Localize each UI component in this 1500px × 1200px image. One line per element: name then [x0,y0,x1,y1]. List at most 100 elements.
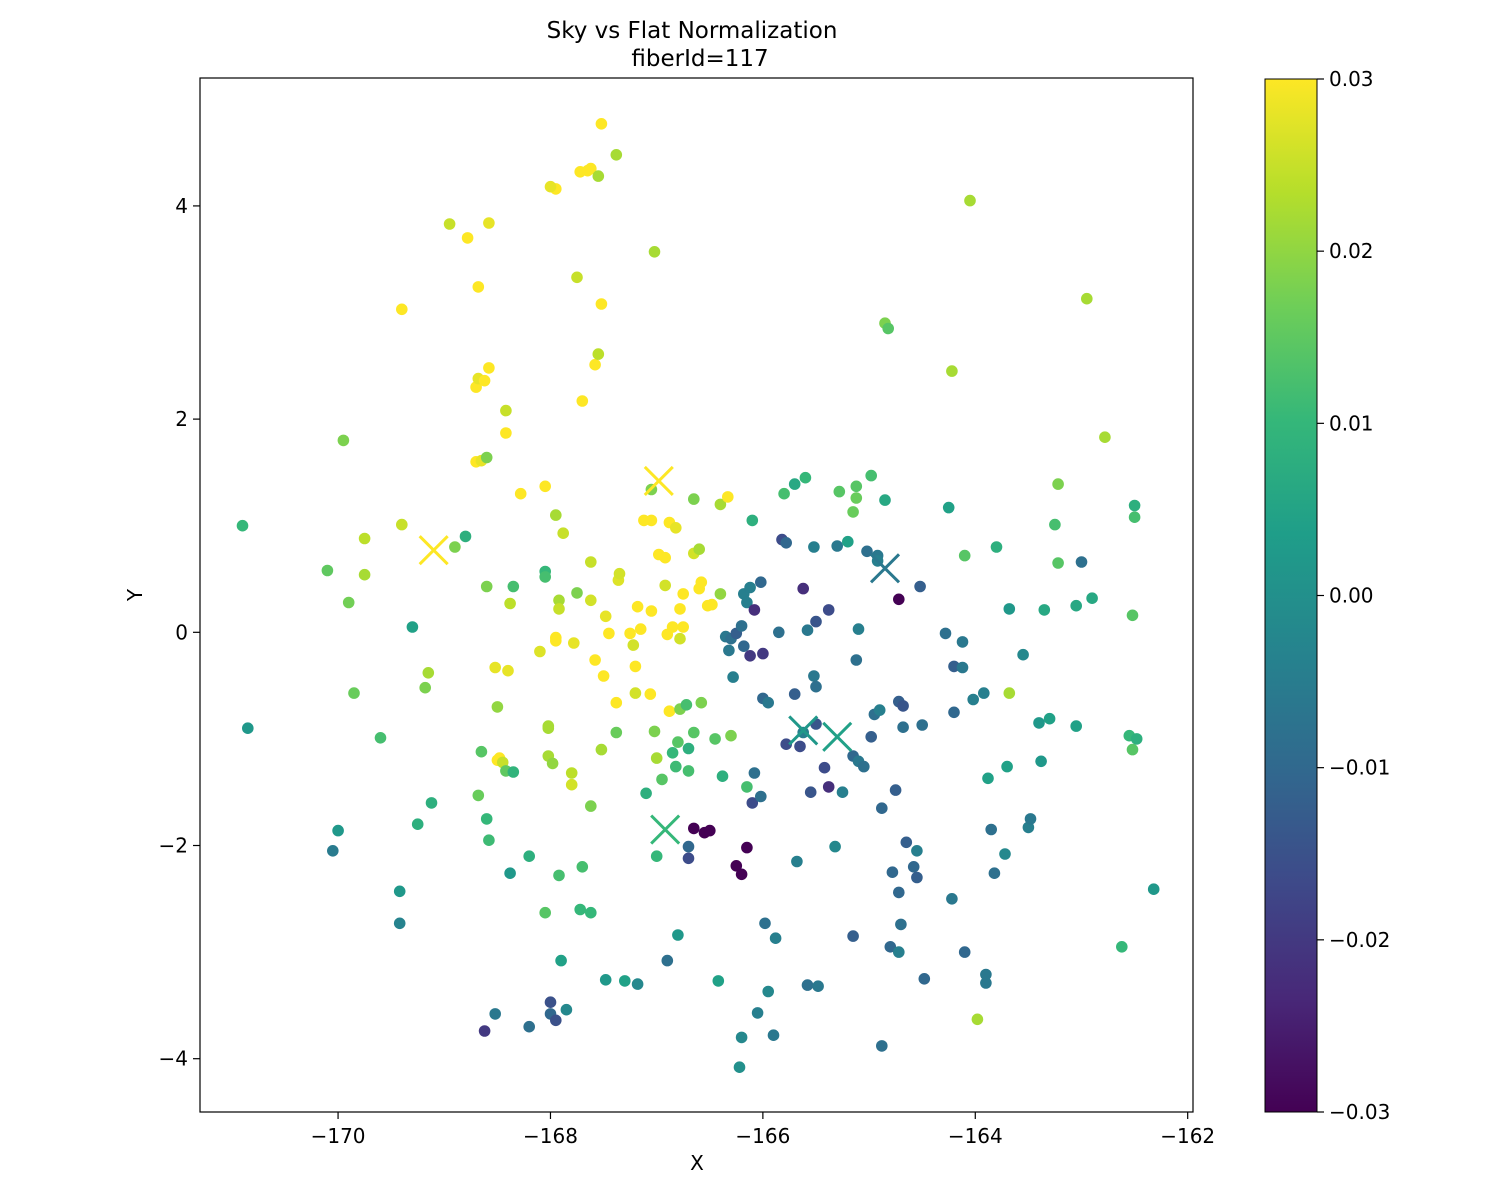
y-axis: −4 −2 0 2 4 [159,194,200,1071]
data-point [985,823,997,836]
data-point [810,615,822,628]
data-point [757,647,769,660]
data-point [886,866,899,878]
data-point [865,731,877,743]
data-point [884,941,897,953]
data-point [946,365,958,377]
data-point [597,670,610,682]
data-point [900,836,913,849]
data-point [778,487,790,500]
data-point [850,480,863,493]
chart-subtitle: fiberId=117 [631,46,768,72]
data-point [1017,648,1029,661]
data-point [419,681,432,694]
data-point [990,541,1003,553]
data-point [393,917,406,930]
data-point [480,451,493,464]
colorbar-tick-label: −0.02 [1329,928,1390,952]
data-point [907,861,920,873]
data-point [861,545,873,558]
colorbar [1264,78,1318,1113]
data-point [746,514,759,527]
data-point [1086,592,1098,604]
data-point [619,975,631,987]
data-point [759,917,771,930]
data-point [449,541,461,553]
data-point [236,519,249,532]
data-point [741,596,753,609]
data-point [1070,599,1082,612]
data-point [555,954,567,967]
data-point [553,594,565,607]
data-point [595,298,608,310]
data-point [666,621,679,633]
data-point [1052,478,1064,490]
data-point [964,194,976,207]
x-marker [788,715,819,746]
data-point [709,733,721,745]
data-point [242,722,254,734]
data-point [804,786,817,798]
data-point [374,732,387,744]
data-point [672,736,684,748]
data-point [688,726,700,739]
x-axis: −170 −168 −166 −164 −162 [311,1112,1215,1148]
data-point [576,395,589,407]
data-point [893,593,905,606]
data-point [799,471,812,484]
data-point [661,954,674,967]
data-point [560,1003,573,1016]
colorbar-tick-label: −0.03 [1329,1100,1390,1124]
data-point [659,579,671,592]
data-point [712,975,725,987]
data-point [847,506,859,518]
data-point [480,813,493,825]
data-point [879,494,891,506]
data-point [822,604,835,616]
data-point [735,868,748,881]
data-point [546,757,559,770]
colorbar-tick-label: 0.03 [1329,67,1374,91]
data-point [648,725,661,738]
data-point [1024,813,1037,825]
data-point [332,824,344,837]
data-point [812,980,824,992]
data-point [748,767,761,779]
data-point [1043,712,1056,725]
data-point [1003,687,1016,699]
data-point [557,527,569,539]
data-point [542,722,555,734]
data-point [794,740,806,753]
data-point [491,701,504,713]
data-point [1038,604,1051,616]
data-point [659,551,671,564]
data-point [741,781,753,793]
data-point [688,822,700,835]
data-point [727,671,739,683]
data-point [507,766,520,778]
data-point [808,670,820,682]
data-point [767,1029,780,1041]
data-point [645,514,658,527]
x-marker-stroke [869,553,901,584]
data-point [682,742,695,755]
data-point [780,738,792,750]
data-point [1049,518,1061,531]
data-point [523,1020,535,1033]
data-point [585,556,597,568]
data-point [744,650,756,662]
data-point [610,149,623,161]
data-point [550,509,562,521]
data-point [585,594,597,607]
data-point [674,603,686,615]
data-point [1052,557,1064,569]
data-point [550,1014,562,1027]
data-point [523,850,535,862]
data-point [1001,760,1013,773]
data-point [656,773,668,786]
data-point [876,1040,888,1052]
data-point [565,778,578,791]
data-point [831,540,843,552]
data-point [592,348,605,360]
data-point [544,180,557,193]
